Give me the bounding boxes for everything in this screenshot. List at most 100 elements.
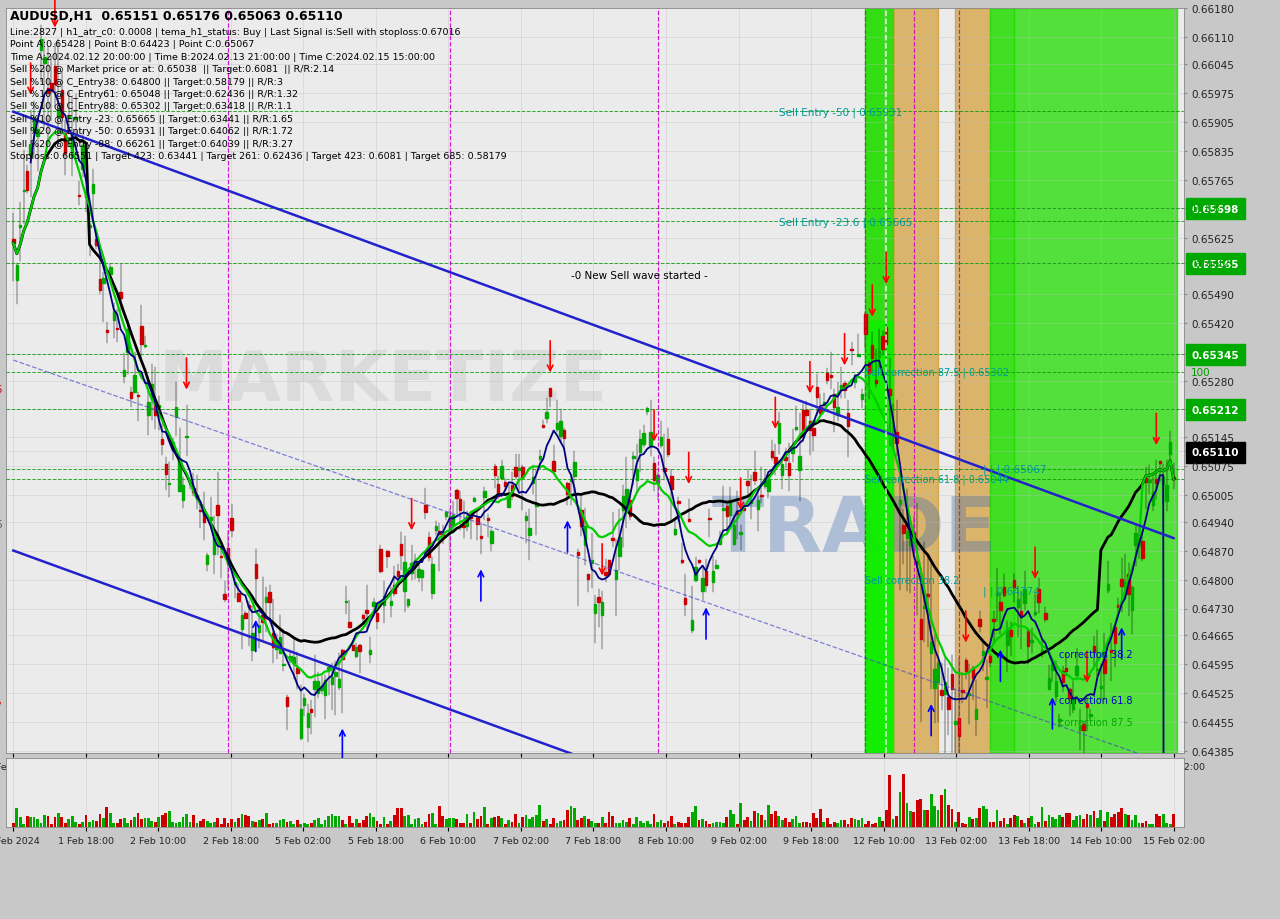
Bar (580, 510, 582, 527)
Bar (105, 807, 109, 827)
Bar (753, 811, 756, 827)
Bar (317, 682, 319, 693)
Bar (1065, 669, 1068, 671)
Bar (902, 526, 905, 534)
Bar (445, 819, 448, 827)
Bar (588, 574, 590, 580)
Bar (168, 483, 170, 485)
Bar (722, 823, 724, 827)
Bar (113, 823, 115, 827)
Bar (541, 425, 544, 427)
Bar (823, 823, 826, 827)
Bar (275, 641, 278, 650)
Bar (289, 822, 292, 827)
Bar (310, 823, 312, 827)
Bar (387, 551, 389, 557)
Bar (1034, 613, 1037, 614)
Bar (458, 823, 462, 827)
Bar (577, 552, 579, 555)
Bar (1128, 815, 1130, 827)
Bar (573, 808, 576, 827)
Bar (639, 439, 641, 452)
Bar (227, 823, 229, 827)
Bar (397, 809, 399, 827)
Bar (899, 500, 901, 505)
Bar (635, 817, 639, 827)
Bar (646, 821, 649, 827)
Bar (531, 818, 534, 827)
Bar (137, 813, 140, 827)
Bar (1114, 627, 1116, 643)
Bar (1012, 815, 1015, 827)
Bar (251, 633, 253, 650)
Bar (972, 819, 974, 827)
Bar (99, 813, 101, 827)
Bar (84, 815, 87, 827)
Bar (413, 819, 416, 827)
Bar (334, 816, 337, 827)
Bar (781, 464, 783, 476)
Bar (625, 823, 627, 827)
Bar (954, 823, 956, 827)
Bar (99, 280, 101, 290)
Bar (133, 817, 136, 827)
Bar (234, 583, 237, 584)
Bar (730, 501, 731, 516)
Bar (878, 352, 881, 357)
Text: Sell %20 @ Market price or at: 0.65038  || Target:0.6081  || R/R:2.14: Sell %20 @ Market price or at: 0.65038 |… (10, 65, 334, 74)
Bar (109, 813, 111, 827)
Bar (716, 823, 718, 827)
Bar (563, 431, 566, 438)
Bar (316, 819, 320, 827)
Bar (129, 820, 132, 827)
Bar (736, 824, 739, 827)
Bar (795, 428, 797, 430)
Bar (972, 668, 974, 678)
Bar (497, 816, 499, 827)
Bar (1075, 666, 1078, 675)
Bar (424, 505, 426, 513)
Bar (64, 133, 67, 153)
Bar (320, 686, 323, 690)
Bar (888, 776, 891, 827)
Bar (1169, 443, 1171, 454)
Bar (285, 822, 288, 827)
Bar (116, 328, 119, 330)
Bar (590, 561, 593, 563)
Bar (1124, 814, 1126, 827)
Bar (344, 824, 347, 827)
Bar (1155, 480, 1157, 483)
Bar (330, 814, 333, 827)
Bar (70, 134, 73, 158)
Text: Stoploss:0.66551 | Target 423: 0.63441 | Target 261: 0.62436 | Target 423: 0.608: Stoploss:0.66551 | Target 423: 0.63441 |… (10, 152, 507, 161)
Bar (691, 812, 694, 827)
Bar (667, 821, 669, 827)
Bar (338, 680, 340, 687)
Bar (850, 818, 852, 827)
Bar (649, 824, 652, 827)
Bar (68, 819, 70, 827)
Bar (411, 563, 413, 573)
Bar (456, 819, 458, 827)
Bar (1165, 823, 1169, 827)
Bar (669, 816, 673, 827)
Bar (870, 823, 874, 827)
Bar (844, 384, 846, 391)
Bar (358, 823, 361, 827)
Bar (389, 602, 392, 606)
Bar (1048, 678, 1050, 689)
Bar (424, 822, 426, 827)
Bar (407, 815, 410, 827)
Bar (951, 675, 954, 689)
Bar (1120, 579, 1123, 586)
Bar (718, 539, 721, 544)
Bar (379, 824, 381, 827)
Bar (88, 226, 91, 228)
Bar (521, 817, 524, 827)
Bar (996, 594, 998, 596)
Bar (701, 820, 704, 827)
Bar (681, 561, 684, 562)
Bar (1071, 698, 1074, 709)
Bar (1055, 819, 1057, 827)
Bar (933, 807, 936, 827)
